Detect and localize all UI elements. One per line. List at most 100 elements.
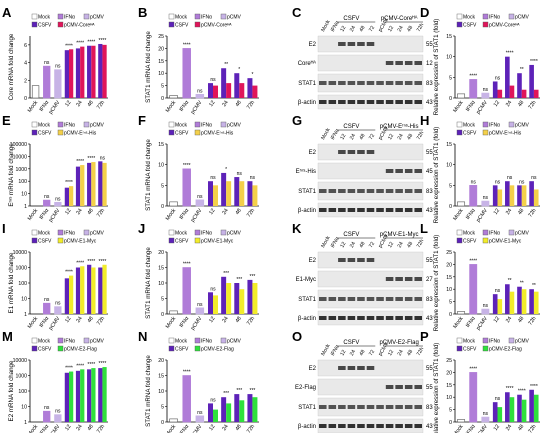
panel-o-band-1-8 — [395, 385, 403, 389]
panel-letter-C: C — [292, 5, 302, 20]
panel-g-band-2-7 — [385, 189, 394, 193]
panel-h-sig-5: ns — [519, 179, 525, 185]
panel-e-ytick-label: 100000 — [10, 142, 27, 148]
panel-e-sig-4: **** — [76, 159, 84, 165]
panel-g-band-2-4 — [357, 189, 365, 193]
panel-g-band-3-10 — [414, 208, 422, 212]
panel-k-lane-10: 72h — [416, 238, 426, 249]
panel-c-lane-0: Mock — [320, 19, 332, 33]
panel-k-band-1-8 — [395, 277, 403, 281]
panel-n-legend-label-4: pCMV-E2-Flag — [201, 347, 234, 353]
panel-p-ytick-label: 25 — [446, 358, 452, 364]
panel-j-bar-csfv-5 — [234, 283, 240, 314]
panel-d-legend-swatch-4 — [482, 21, 489, 28]
panel-j-bar-0 — [169, 310, 178, 315]
panel-l-xtick-label-2: pCMV — [475, 315, 489, 331]
panel-n-sig-6: *** — [250, 388, 256, 394]
panel-j-legend-label-3: CSFV — [175, 239, 189, 245]
panel-letter-A: A — [2, 5, 12, 20]
panel-g-band-3-9 — [404, 208, 413, 212]
panel-p-ytick-label: 15 — [446, 383, 452, 389]
panel-o-band-2-4 — [357, 405, 365, 409]
panel-o-row-label-2: STAT1 — [298, 405, 316, 411]
panel-c-lane-4: 48 — [358, 25, 366, 33]
panel-n-legend-swatch-2 — [220, 337, 227, 344]
panel-e-bar-construct-3 — [69, 186, 74, 206]
panel-p-legend-swatch-4 — [482, 345, 489, 352]
panel-g-band-1-10 — [414, 169, 422, 173]
panel-c-band-0-4 — [357, 42, 365, 46]
panel-k-lane-2: 12 — [339, 241, 347, 249]
panel-p-legend-label-0: Mock — [463, 339, 475, 345]
panel-g-band-1-9 — [404, 169, 413, 173]
panel-p-bar-csfv-6 — [529, 389, 534, 422]
panel-h-bar-construct-4 — [509, 185, 515, 206]
panel-b-bar-construct-6 — [252, 85, 258, 98]
panel-o-row-label-0: E2 — [309, 366, 317, 372]
panel-h-bar-construct-5 — [521, 185, 527, 206]
panel-j-legend-label-1: IFNα — [201, 231, 212, 237]
panel-b-legend-swatch-2 — [220, 13, 227, 20]
panel-f-bar-construct-5 — [239, 181, 245, 206]
panel-o-band-3-8 — [395, 424, 403, 428]
panel-j-sig-4: *** — [223, 271, 229, 277]
panel-f-bar-csfv-4 — [221, 172, 227, 206]
panel-l-bar-construct-6 — [533, 291, 539, 314]
panel-o-band-2-2 — [338, 405, 346, 409]
panel-e-sig-2: ns — [55, 196, 61, 202]
panel-g-lane-1: IFNα — [330, 128, 341, 141]
panel-e-bar-2 — [54, 201, 62, 207]
panel-j-ytick-label: 20 — [158, 250, 164, 256]
panel-letter-D: D — [420, 5, 429, 20]
panel-n-ytick-label: 15 — [158, 374, 164, 380]
panel-m-legend-swatch-4 — [57, 345, 64, 352]
panel-letter-L: L — [420, 221, 428, 236]
panel-k-band-2-2 — [338, 297, 346, 301]
panel-o-row-label-3: β-actin — [298, 424, 316, 430]
panel-j-legend-swatch-4 — [194, 237, 201, 244]
panel-f-xtick-label-6: 72h — [246, 208, 256, 219]
panel-k-band-3-5 — [366, 316, 375, 320]
panel-f-bar-csfv-6 — [247, 181, 253, 206]
panel-c-lane-3: 24 — [349, 25, 357, 33]
panel-b-bar-1 — [182, 48, 191, 99]
panel-d-legend-swatch-0 — [456, 13, 463, 20]
panel-g-lane-4: 48 — [358, 133, 366, 141]
panel-a-bar-construct-3 — [69, 49, 74, 98]
panel-o-band-3-7 — [385, 424, 394, 428]
panel-a-xtick-label-2: pCMV — [48, 99, 62, 115]
panel-o-lane-10: 72h — [416, 346, 426, 357]
panel-g-band-3-8 — [395, 208, 403, 212]
panel-b-sig-1: **** — [183, 42, 191, 48]
panel-i-bar-csfv-5 — [87, 264, 92, 314]
panel-f-sig-3: ns — [210, 175, 216, 181]
panel-k-band-2-4 — [357, 297, 365, 301]
panel-c-band-2-10 — [414, 81, 422, 85]
panel-k-band-3-7 — [385, 316, 394, 320]
panel-p-xtick-label-3: 12 — [493, 424, 501, 432]
panel-g-row-label-1: Eʳⁿˢ-His — [296, 168, 316, 175]
panel-m-ytick-label: 10000 — [13, 358, 28, 364]
panel-c-band-2-6 — [376, 81, 384, 85]
panel-e-sig-1: ns — [44, 194, 50, 200]
panel-l-sig-2: ns — [483, 303, 489, 309]
panel-d-xtick-label-4: 24 — [505, 100, 513, 108]
panel-p-legend-swatch-2 — [508, 337, 515, 344]
panel-letter-J: J — [138, 221, 145, 236]
panel-g-band-3-5 — [366, 208, 375, 212]
panel-m-ytick-label: 10 — [21, 405, 27, 411]
panel-m-bar-2 — [54, 414, 62, 423]
panel-n-bar-construct-5 — [239, 400, 245, 422]
panel-o-band-2-9 — [404, 405, 413, 409]
panel-j-ytick-label: 5 — [161, 297, 164, 303]
panel-g-band-3-2 — [338, 208, 346, 212]
panel-f-xtick-label-5: 48 — [235, 208, 243, 216]
panel-i-legend-swatch-3 — [31, 237, 38, 244]
panel-m-legend-swatch-3 — [31, 345, 38, 352]
panel-g-band-3-1 — [328, 208, 337, 212]
panel-p-bar-2 — [481, 416, 490, 423]
panel-d-sig-1: **** — [469, 73, 477, 79]
panel-j-xtick-label-6: 72h — [246, 316, 256, 327]
panel-o-lane-7: 12 — [387, 349, 395, 357]
panel-n-bar-csfv-6 — [247, 394, 253, 422]
